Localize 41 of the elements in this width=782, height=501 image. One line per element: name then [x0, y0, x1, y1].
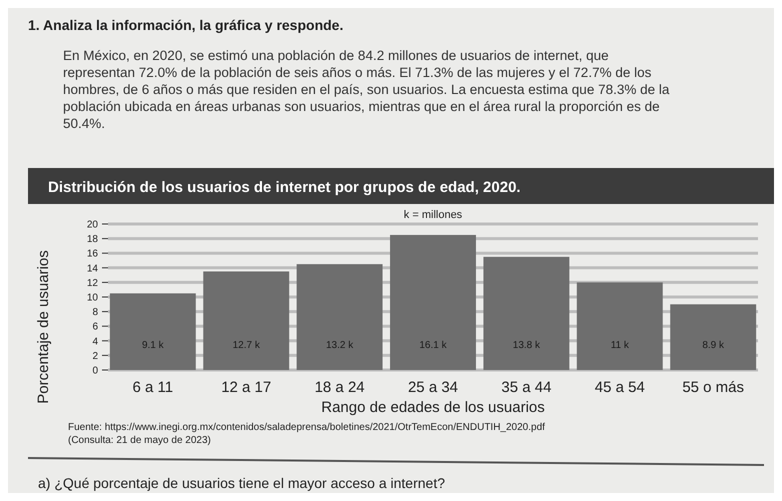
y-tick-label: 4	[92, 336, 98, 348]
x-tick-label: 55 o más	[682, 379, 744, 396]
y-tick-label: 8	[92, 307, 98, 318]
bar	[110, 293, 196, 370]
bar	[483, 256, 570, 370]
y-tick-label: 0	[92, 366, 98, 376]
annotation: 11 k	[610, 340, 630, 351]
bar	[203, 271, 290, 370]
x-tick-label: 18 a 24	[314, 379, 365, 396]
annotation: 16.1 k	[419, 340, 448, 351]
x-axis-title: Rango de edades de los usuarios	[321, 399, 545, 416]
y-tick-label: 12	[86, 278, 98, 289]
x-tick-label: 12 a 17	[221, 379, 272, 396]
text: 1. Analiza la información, la gráfica y responde.	[28, 17, 344, 33]
x-tick-label: 25 a 34	[408, 379, 458, 396]
x-tick-label: 35 a 44	[501, 379, 552, 396]
bar	[390, 234, 476, 370]
annotation: 12.7 k	[232, 340, 261, 351]
bar	[576, 282, 663, 370]
y-tick-label: 2	[92, 350, 98, 362]
bar	[296, 264, 383, 370]
y-tick-label: 10	[86, 292, 98, 304]
y-tick-label: 14	[86, 263, 98, 274]
text: (Consulta: 21 de mayo de 2023)	[68, 435, 211, 446]
x-tick-label: 6 a 11	[132, 379, 174, 396]
y-axis-title: Porcentaje de usuarios	[35, 250, 52, 404]
annotation: 13.2 k	[326, 340, 354, 351]
text: k = millones	[404, 209, 463, 221]
chart-title: Distribución de los usuarios de internet por grupos de edad, 2020.	[48, 179, 521, 196]
y-tick-label: 16	[86, 248, 98, 260]
x-tick-label: 45 a 54	[594, 379, 645, 396]
annotation: 9.1 k	[142, 340, 165, 351]
text: En México, en 2020, se estimó una población de 84.2 millones de usuarios de internet, que representan 72.0% de la población de seis años o más. El 71.3% de las mujeres y el 72.7% de los hombres, de 6 años o más que residen en el país, son usuarios. La encuesta estima que 78.3% de la población ubicada en áreas urbanas son usuarios, mientras que en el área rural la proporción es de 50.4%.	[63, 48, 670, 131]
y-tick-label: 20	[86, 220, 98, 230]
text: a) ¿Qué porcentaje de usuarios tiene el mayor acceso a internet?	[38, 475, 446, 491]
annotation: 13.8 k	[512, 340, 542, 351]
y-tick-label: 18	[86, 234, 98, 246]
y-tick-label: 6	[92, 322, 98, 333]
annotation: 8.9 k	[702, 340, 726, 351]
bar	[670, 304, 756, 370]
source-note: Fuente: https://www.inegi.org.mx/contenidos/saladeprensa/boletines/2021/OtrTemEcon/ENDUTIH_2020.pdf	[68, 422, 546, 433]
